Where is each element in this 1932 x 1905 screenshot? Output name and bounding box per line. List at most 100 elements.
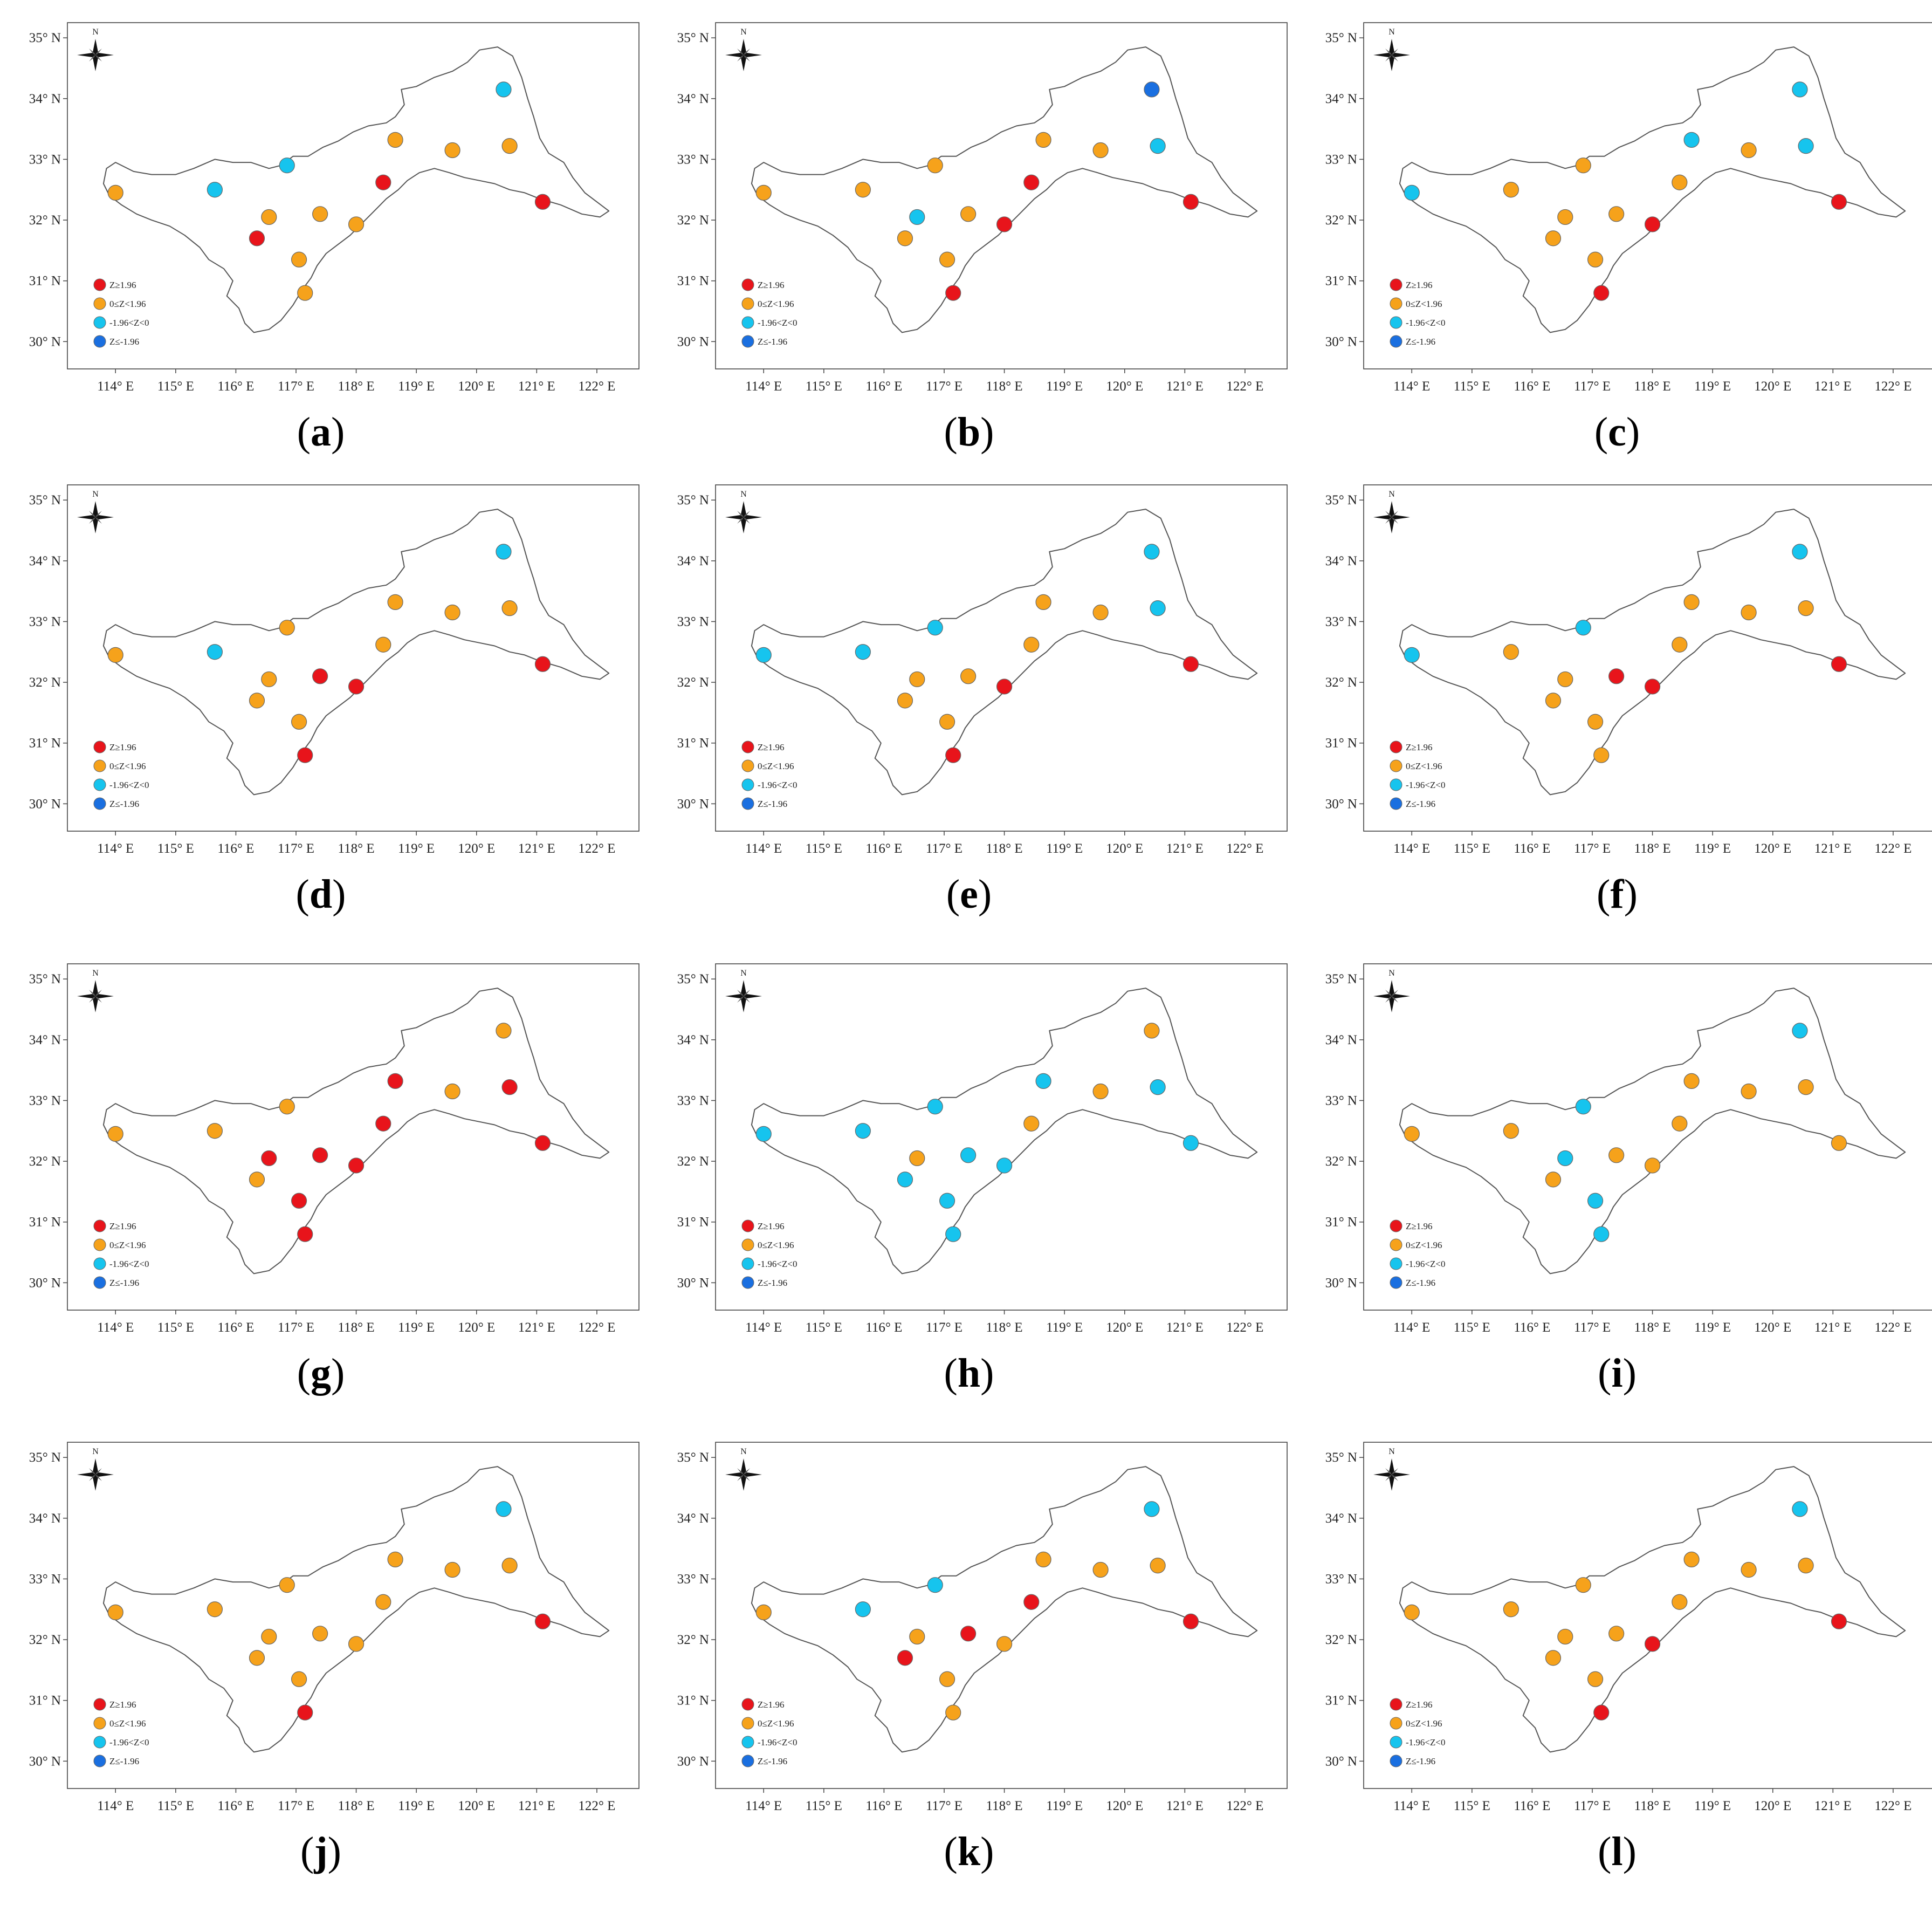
station-marker (1404, 184, 1420, 201)
station-marker (1672, 1594, 1688, 1610)
legend-label: Z≤-1.96 (1406, 1278, 1435, 1288)
caption-letter: d (309, 872, 333, 917)
caption-paren: ) (327, 1829, 341, 1874)
legend-marker (741, 1219, 754, 1232)
panel-caption: (k) (648, 1828, 1290, 1875)
x-tick-label: 117° E (1574, 1320, 1611, 1335)
y-tick-label: 32° N (29, 1154, 61, 1169)
legend-label: Z≥1.96 (109, 1700, 136, 1710)
legend: Z≥1.96 0≤Z<1.96 -1.96<Z<0 Z≤-1.96 (741, 1698, 797, 1767)
station-marker (939, 251, 955, 268)
x-tick-label: 114° E (1393, 1320, 1430, 1335)
y-tick-label: 33° N (1325, 1572, 1357, 1586)
legend-label: 0≤Z<1.96 (758, 1718, 794, 1729)
x-tick-label: 122° E (578, 1320, 615, 1335)
y-tick-label: 35° N (677, 31, 709, 45)
caption-paren: ( (300, 1829, 314, 1874)
x-tick-label: 118° E (986, 1799, 1023, 1813)
basin-outline (102, 988, 610, 1274)
north-arrow-icon: N (77, 1447, 114, 1491)
station-marker (1831, 1135, 1847, 1151)
x-tick-label: 120° E (1106, 1799, 1143, 1813)
map-panel-c: 35° N 34° N 33° N 32° N 31° N 30° N 114° E 115°… (1296, 11, 1932, 485)
x-tick-label: 122° E (578, 379, 615, 394)
station-marker (297, 1226, 313, 1242)
x-tick-label: 120° E (1106, 1320, 1143, 1335)
x-tick-label: 116° E (217, 1799, 254, 1813)
legend: Z≥1.96 0≤Z<1.96 -1.96<Z<0 Z≤-1.96 (741, 1219, 797, 1289)
x-tick-label: 118° E (986, 379, 1023, 394)
station-marker (960, 668, 977, 684)
x-tick-label: 115° E (806, 1320, 842, 1335)
x-tick-label: 114° E (745, 841, 782, 856)
map-frame (67, 484, 640, 832)
station-marker (348, 1636, 365, 1652)
y-tick-label: 32° N (677, 213, 709, 228)
legend: Z≥1.96 0≤Z<1.96 -1.96<Z<0 Z≤-1.96 (741, 741, 797, 810)
station-marker (261, 209, 277, 225)
station-marker (1404, 1126, 1420, 1142)
y-tick-label: 32° N (29, 675, 61, 690)
station-marker (1683, 132, 1700, 148)
y-tick-label: 30° N (29, 797, 61, 811)
legend: Z≥1.96 0≤Z<1.96 -1.96<Z<0 Z≤-1.96 (93, 741, 149, 810)
basin-outline (1399, 1466, 1906, 1753)
station-marker (897, 1650, 913, 1666)
x-tick-label: 119° E (1046, 1320, 1083, 1335)
y-tick-label: 31° N (677, 1694, 709, 1708)
station-marker (996, 216, 1013, 232)
station-marker (1593, 1226, 1610, 1242)
station-marker (1144, 544, 1160, 560)
map-svg-d: 35° N 34° N 33° N 32° N 31° N 30° N 114° E 115°… (29, 484, 640, 856)
legend-marker (741, 778, 754, 791)
station-marker (496, 1501, 512, 1517)
station-marker (279, 1577, 295, 1593)
x-tick-label: 119° E (398, 841, 435, 856)
legend-label: Z≥1.96 (758, 1700, 784, 1710)
basin-outline (102, 1466, 610, 1753)
station-marker (945, 285, 961, 301)
y-tick-label: 34° N (677, 1511, 709, 1526)
station-marker (897, 693, 913, 709)
station-marker (945, 747, 961, 763)
x-tick-label: 120° E (458, 841, 495, 856)
map-panel-g: 35° N 34° N 33° N 32° N 31° N 30° N 114° E 115°… (0, 952, 642, 1427)
station-marker (1023, 1115, 1040, 1132)
legend-label: Z≥1.96 (1406, 742, 1432, 752)
station-marker (312, 1626, 328, 1642)
legend-marker (93, 1276, 106, 1289)
caption-paren: ( (944, 409, 958, 455)
x-tick-label: 122° E (1226, 1799, 1263, 1813)
x-tick-label: 114° E (97, 379, 134, 394)
map-svg-h: 35° N 34° N 33° N 32° N 31° N 30° N 114° E 115°… (677, 963, 1288, 1335)
legend-label: -1.96<Z<0 (1406, 1737, 1445, 1748)
y-tick-label: 30° N (677, 334, 709, 349)
panel-caption: (g) (0, 1350, 642, 1397)
station-marker (534, 1613, 551, 1629)
y-tick-label: 32° N (29, 1633, 61, 1647)
station-marker (897, 1171, 913, 1188)
x-tick-label: 117° E (926, 841, 962, 856)
station-marker (291, 1671, 307, 1687)
legend-marker (1390, 1219, 1402, 1232)
x-tick-label: 119° E (1694, 379, 1731, 394)
y-tick-label: 35° N (677, 1450, 709, 1465)
station-marker (909, 209, 925, 225)
y-tick-label: 34° N (1325, 1511, 1357, 1526)
station-marker (107, 1604, 123, 1620)
x-tick-label: 122° E (1226, 379, 1263, 394)
y-tick-label: 30° N (1325, 334, 1357, 349)
station-marker (291, 714, 307, 730)
station-marker (207, 644, 223, 660)
north-arrow-icon: N (725, 969, 762, 1012)
x-tick-label: 120° E (1754, 841, 1791, 856)
station-marker (496, 544, 512, 560)
station-marker (387, 132, 403, 148)
x-tick-label: 122° E (578, 1799, 615, 1813)
caption-paren: ( (1598, 1829, 1612, 1874)
station-marker (960, 1626, 977, 1642)
station-marker (534, 656, 551, 672)
caption-letter: k (957, 1829, 981, 1874)
legend-label: -1.96<Z<0 (758, 1259, 797, 1269)
caption-letter: c (1608, 409, 1626, 455)
